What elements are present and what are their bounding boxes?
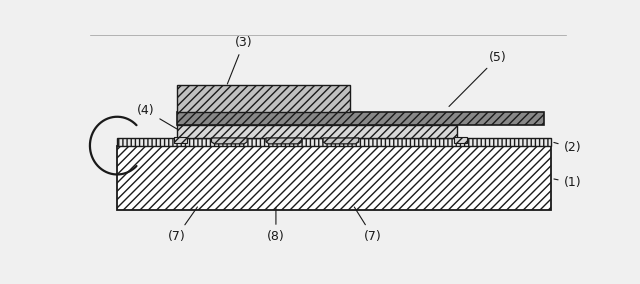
Text: (1): (1) <box>554 176 581 189</box>
Bar <box>117 138 551 146</box>
Polygon shape <box>266 138 301 144</box>
Bar <box>177 125 457 138</box>
Text: (3): (3) <box>227 36 253 84</box>
Text: (7): (7) <box>168 207 198 243</box>
Text: (7): (7) <box>355 207 381 243</box>
Bar <box>174 137 187 143</box>
Text: (8): (8) <box>267 207 285 243</box>
Bar <box>454 137 467 143</box>
Text: (2): (2) <box>554 141 581 154</box>
Polygon shape <box>323 138 359 144</box>
Bar <box>177 112 544 125</box>
Text: (5): (5) <box>449 51 507 106</box>
Bar <box>177 85 350 112</box>
Bar <box>117 146 551 210</box>
Text: (4): (4) <box>137 104 177 129</box>
Polygon shape <box>211 138 247 144</box>
